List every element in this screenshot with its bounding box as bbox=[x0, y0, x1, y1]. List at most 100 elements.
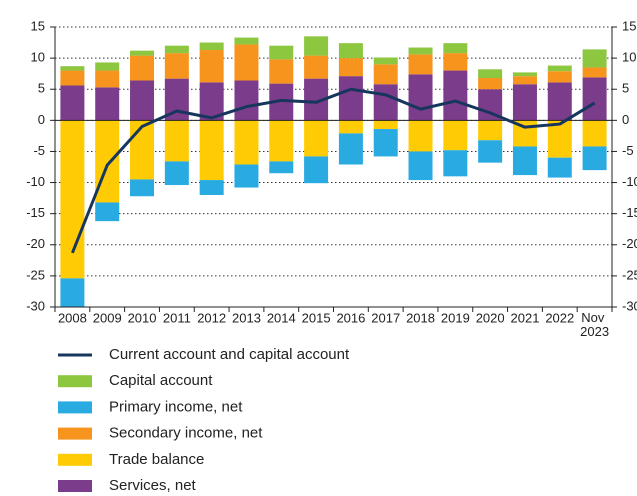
y-tick-label: -15 bbox=[26, 205, 45, 220]
bar bbox=[547, 65, 572, 72]
bar bbox=[582, 77, 607, 121]
x-tick-label: Nov 2023 bbox=[580, 310, 609, 339]
bar bbox=[130, 80, 155, 121]
bar bbox=[373, 64, 398, 85]
bar bbox=[269, 120, 294, 162]
y-tick-label: -10 bbox=[26, 174, 45, 189]
bar bbox=[199, 180, 224, 195]
y-tick-label: -5 bbox=[33, 143, 45, 158]
y2-tick-label: -25 bbox=[622, 267, 637, 282]
bar bbox=[199, 50, 224, 83]
bar bbox=[234, 80, 259, 121]
bar bbox=[269, 45, 294, 60]
bar bbox=[164, 45, 189, 54]
y2-tick-label: 5 bbox=[622, 81, 629, 96]
bar bbox=[443, 43, 468, 54]
bar bbox=[304, 156, 329, 184]
legend-label: Trade balance bbox=[109, 451, 204, 468]
bar bbox=[582, 67, 607, 78]
bar bbox=[408, 120, 433, 152]
y2-tick-label: -20 bbox=[622, 236, 637, 251]
bar bbox=[95, 202, 120, 222]
bar bbox=[373, 129, 398, 157]
x-tick-label: 2020 bbox=[476, 310, 505, 325]
legend-label: Services, net bbox=[109, 477, 197, 494]
y2-tick-label: 15 bbox=[622, 18, 636, 33]
legend-swatch bbox=[58, 427, 92, 440]
bar bbox=[408, 74, 433, 121]
legend-label: Capital account bbox=[109, 372, 213, 389]
bar bbox=[478, 140, 503, 163]
bar bbox=[130, 120, 155, 180]
bar bbox=[234, 164, 259, 188]
y2-tick-label: -10 bbox=[622, 174, 637, 189]
bar bbox=[338, 133, 363, 165]
bar bbox=[130, 50, 155, 56]
bar bbox=[60, 70, 85, 86]
bar bbox=[60, 120, 85, 279]
x-tick-label: 2012 bbox=[197, 310, 226, 325]
bar bbox=[512, 72, 537, 77]
bar bbox=[443, 120, 468, 151]
y-tick-label: -20 bbox=[26, 236, 45, 251]
x-tick-label: 2022 bbox=[545, 310, 574, 325]
bar bbox=[582, 49, 607, 68]
y2-tick-label: 0 bbox=[622, 112, 629, 127]
bar bbox=[95, 87, 120, 121]
bar bbox=[547, 82, 572, 121]
bar bbox=[338, 43, 363, 59]
bar bbox=[199, 42, 224, 51]
bar bbox=[478, 69, 503, 79]
y2-tick-label: -15 bbox=[622, 205, 637, 220]
bar bbox=[408, 54, 433, 75]
bar bbox=[478, 78, 503, 90]
x-tick-label: 2017 bbox=[371, 310, 400, 325]
bar bbox=[582, 120, 607, 147]
bar bbox=[60, 85, 85, 121]
bar bbox=[338, 58, 363, 77]
bar bbox=[512, 146, 537, 176]
bar bbox=[164, 161, 189, 186]
bar bbox=[547, 120, 572, 158]
bar bbox=[338, 120, 363, 134]
bar bbox=[478, 120, 503, 141]
line bbox=[71, 87, 596, 254]
bar bbox=[582, 146, 607, 171]
bar bbox=[373, 84, 398, 121]
legend-swatch bbox=[58, 480, 92, 492]
bar bbox=[304, 55, 329, 79]
bar bbox=[373, 120, 398, 130]
legend-swatch bbox=[58, 375, 92, 388]
bar bbox=[269, 161, 294, 174]
bar bbox=[443, 150, 468, 177]
x-tick-label: 2021 bbox=[511, 310, 540, 325]
bar bbox=[60, 278, 85, 307]
bar bbox=[408, 151, 433, 181]
x-tick-label: 2016 bbox=[336, 310, 365, 325]
x-tick-label: 2019 bbox=[441, 310, 470, 325]
y2-tick-label: 10 bbox=[622, 50, 636, 65]
legend-swatch bbox=[58, 453, 92, 466]
bar bbox=[547, 71, 572, 83]
bar bbox=[130, 55, 155, 81]
bar bbox=[60, 66, 85, 71]
bar bbox=[269, 59, 294, 84]
bar bbox=[304, 36, 329, 56]
y-tick-label: -30 bbox=[26, 298, 45, 313]
x-tick-label: 2008 bbox=[58, 310, 87, 325]
bar bbox=[443, 53, 468, 71]
bar bbox=[234, 37, 259, 45]
bar bbox=[164, 120, 189, 162]
bar bbox=[234, 44, 259, 81]
bar bbox=[234, 120, 259, 165]
x-tick-label: 2011 bbox=[163, 310, 191, 325]
bar bbox=[512, 76, 537, 85]
y-tick-label: 5 bbox=[38, 81, 45, 96]
legend-label: Current account and capital account bbox=[109, 346, 350, 363]
x-tick-label: 2014 bbox=[267, 310, 296, 325]
bar bbox=[95, 70, 120, 88]
bar bbox=[547, 157, 572, 178]
x-tick-label: 2018 bbox=[406, 310, 435, 325]
bar bbox=[373, 57, 398, 65]
